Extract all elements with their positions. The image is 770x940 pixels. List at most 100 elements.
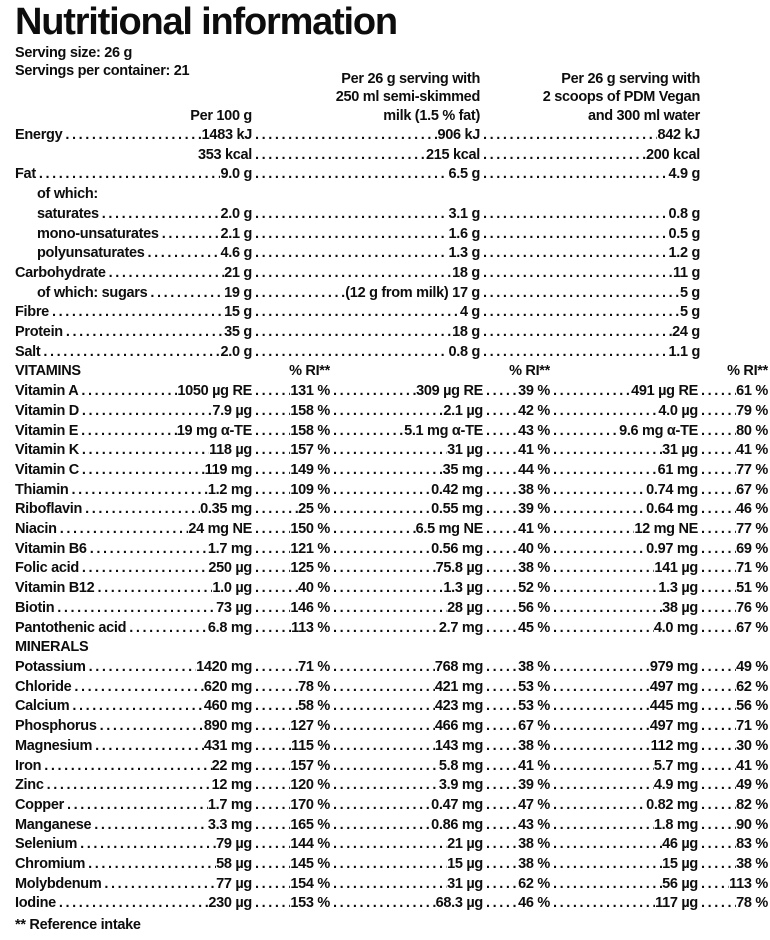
dot-leader [330,678,435,698]
value-per-serving-milk: 0.56 mg [431,540,483,557]
value-per-100g: 12 mg [211,777,253,794]
value-per-100g: 1.0 µg [212,580,252,597]
value-per-serving-milk: 68.3 µg [435,895,483,912]
dot-leader [252,619,291,639]
value-per-serving-milk: 6.5 mg NE [415,521,483,538]
ri-per-serving-vegan: 38 % [736,856,768,873]
dot-leader [698,697,736,717]
dot-leader [330,658,435,678]
value-per-serving-vegan: 4.0 µg [658,402,698,419]
dot-leader [330,481,431,501]
table-row: Vitamin E 19 mg α-TE 158 % 5.1 mg α-TE 43 % 9… [15,422,768,442]
dot-leader [698,599,736,619]
value-per-serving-milk: 5.8 mg [438,757,483,774]
dot-leader [252,244,448,264]
nutrient-label: Vitamin B12 [15,580,95,597]
dot-leader [252,717,290,737]
value-per-serving-vegan: 4.9 g [668,166,700,183]
value-per-serving-milk: 0.86 mg [431,816,483,833]
dot-leader [483,382,518,402]
dot-leader [252,559,290,579]
ri-per-100g: 40 % [298,580,330,597]
table-row: Folic acid 250 µg 125 % 75.8 µg 38 % 141 µg 71… [15,559,768,579]
servings-per-container: Servings per container: 21 [15,63,190,79]
ri-per-serving-vegan: 41 % [736,442,768,459]
dot-leader [550,855,662,875]
table-row: Energy 1483 kJ 906 kJ 842 kJ [15,126,700,146]
value-per-serving-vegan: 5 g [679,304,700,321]
dot-leader [252,540,290,560]
value-per-serving-vegan: 112 mg [650,737,698,754]
value-per-serving-vegan: 141 µg [654,560,698,577]
footnote-reference-intake: ** Reference intake [15,917,141,934]
value-per-serving-milk: 1.3 µg [443,580,483,597]
nutrient-label: Chloride [15,678,72,695]
ri-per-100g: 71 % [298,658,330,675]
vitamin-rows: Vitamin A 1050 µg RE 131 % 309 µg RE 39 % 491… [15,382,770,638]
value-per-100g: 353 kcal [197,146,252,163]
dot-leader [252,757,290,777]
table-row: Phosphorus 890 mg 127 % 466 mg 67 % 497 mg 71 … [15,717,768,737]
dot-leader [550,816,654,836]
dot-leader [330,520,416,540]
dot-leader [550,835,662,855]
value-per-serving-milk: 143 mg [434,737,483,754]
dot-leader [64,796,208,816]
dot-leader [252,323,452,343]
value-per-100g: 1.2 mg [207,481,252,498]
table-row: Chloride 620 mg 78 % 421 mg 53 % 497 mg 62 % [15,678,768,698]
table-row: Fat 9.0 g 6.5 g 4.9 g [15,165,700,185]
table-row: Vitamin B12 1.0 µg 40 % 1.3 µg 52 % 1.3 µg 51 … [15,579,768,599]
ri-per-100g: 58 % [298,698,330,715]
dot-leader [252,343,448,363]
value-per-serving-vegan: 15 µg [662,856,698,873]
dot-leader [483,619,518,639]
value-per-serving-milk: 2.7 mg [438,619,483,636]
table-row: Fibre 15 g 4 g 5 g [15,303,700,323]
value-per-100g: 230 µg [208,895,252,912]
dot-leader [480,225,668,245]
dot-leader [252,481,290,501]
ri-per-serving-vegan: 83 % [736,836,768,853]
dot-leader [252,461,290,481]
dot-leader [698,579,736,599]
dot-leader [69,697,204,717]
ri-per-serving-vegan: 46 % [736,501,768,518]
dot-leader [87,540,208,560]
dot-leader [252,520,290,540]
nutrient-label: polyunsaturates [37,245,145,262]
dot-leader [698,894,736,914]
dot-leader [159,225,221,245]
dot-leader [483,658,518,678]
dot-leader [252,599,290,619]
nutrient-label: Copper [15,796,64,813]
dot-leader [85,855,216,875]
dot-leader [330,540,431,560]
value-per-serving-milk: 3.9 mg [438,777,483,794]
value-per-serving-milk: 6.5 g [448,166,480,183]
value-per-serving-milk: 0.8 g [448,343,480,360]
ri-per-100g: 165 % [290,816,330,833]
ri-per-serving-milk: 52 % [518,580,550,597]
dot-leader [698,520,736,540]
nutrient-label: Vitamin B6 [15,540,87,557]
dot-leader [252,500,298,520]
value-per-serving-milk: 0.42 mg [431,481,483,498]
value-per-serving-vegan: 12 mg NE [634,521,698,538]
dot-leader [101,875,216,895]
value-per-serving-milk: 466 mg [434,718,483,735]
value-per-serving-vegan: 1.1 g [668,343,700,360]
nutrient-label: Magnesium [15,737,93,754]
ri-per-serving-vegan: 76 % [736,599,768,616]
dot-leader [330,422,404,442]
dot-leader [54,599,216,619]
dot-leader [480,303,680,323]
value-per-serving-vegan: 1.8 mg [653,816,698,833]
value-per-100g: 1.7 mg [207,540,252,557]
dot-leader [252,796,290,816]
dot-leader [56,894,208,914]
value-per-100g: 1050 µg RE [177,383,252,400]
value-per-serving-vegan: 200 kcal [645,146,700,163]
value-per-serving-vegan: 0.82 mg [646,796,698,813]
nutrient-label: Riboflavin [15,501,83,518]
